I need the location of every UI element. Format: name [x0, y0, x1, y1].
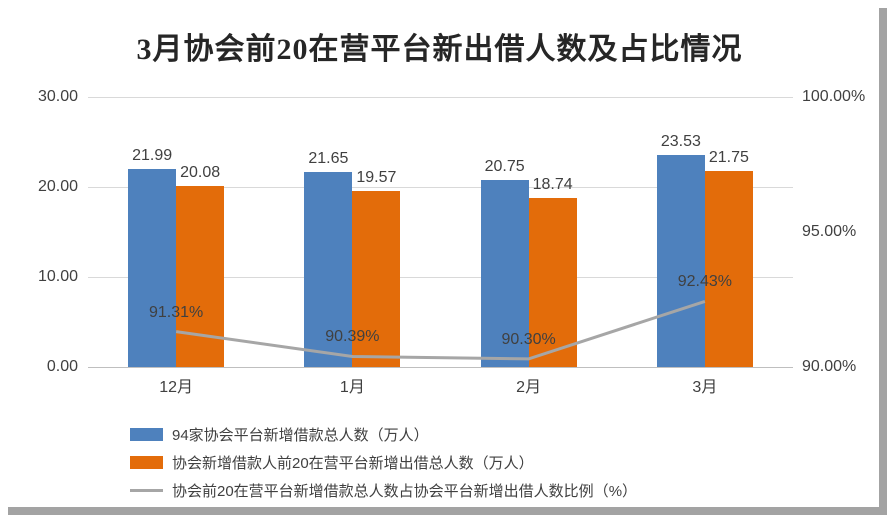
bar-series-1 — [128, 169, 177, 367]
left-axis-tick-label: 10.00 — [37, 268, 78, 285]
gridline — [88, 276, 793, 278]
bar-value-label: 21.75 — [708, 149, 749, 167]
bar-value-label: 20.08 — [180, 164, 221, 182]
bar-value-label: 23.53 — [660, 133, 701, 151]
legend-bar-swatch — [130, 455, 163, 469]
category-label: 3月 — [692, 379, 718, 396]
bar-series-2 — [704, 171, 753, 367]
bar-value-label: 18.74 — [532, 176, 573, 194]
bar-series-2 — [176, 186, 225, 367]
x-axis-line — [88, 366, 793, 368]
left-axis-tick-label: 30.00 — [37, 88, 78, 105]
line-value-label: 92.43% — [677, 273, 732, 291]
chart: 3月协会前20在营平台新出借人数及占比情况 0.00 10.00 20.00 30.0… — [37, 33, 866, 500]
legend-label: 协会前20在营平台新增借款总人数占协会平台新增出借人数比例（%） — [172, 482, 638, 500]
bar-value-label: 19.57 — [356, 168, 397, 186]
bar-value-label: 20.75 — [484, 158, 525, 176]
line-value-label: 91.31% — [148, 303, 204, 321]
legend-item: 协会前20在营平台新增借款总人数占协会平台新增出借人数比例（%） — [130, 480, 637, 500]
right-axis-tick-label: 100.00% — [802, 88, 866, 105]
legend-line-swatch — [130, 488, 163, 492]
legend-label: 协会新增借款人前20在营平台新增出借总人数（万人） — [172, 454, 534, 472]
bar-series-1 — [656, 155, 705, 367]
left-axis-tick-label: 0.00 — [46, 358, 78, 375]
gridline — [88, 186, 793, 188]
legend-bar-swatch — [130, 427, 163, 441]
legend-label: 94家协会平台新增借款总人数（万人） — [172, 426, 429, 444]
right-axis-tick-label: 90.00% — [802, 358, 857, 375]
bar-value-label: 21.99 — [132, 147, 173, 165]
category-label: 1月 — [339, 379, 365, 396]
line-value-label: 90.39% — [325, 328, 380, 346]
legend-item: 协会新增借款人前20在营平台新增出借总人数（万人） — [130, 452, 637, 472]
legend-item: 94家协会平台新增借款总人数（万人） — [130, 424, 637, 444]
line-value-label: 90.30% — [501, 330, 556, 348]
percentage-line — [175, 299, 706, 361]
bar-value-label: 21.65 — [308, 150, 349, 168]
category-label: 12月 — [159, 379, 194, 396]
gridline — [88, 96, 793, 98]
chart-title: 3月协会前20在营平台新出借人数及占比情况 — [136, 33, 743, 66]
legend: 94家协会平台新增借款总人数（万人） 协会新增借款人前20在营平台新增出借总人数（… — [130, 424, 637, 500]
right-axis-tick-label: 95.00% — [802, 223, 857, 240]
left-axis-tick-label: 20.00 — [37, 178, 78, 195]
category-label: 2月 — [516, 379, 542, 396]
